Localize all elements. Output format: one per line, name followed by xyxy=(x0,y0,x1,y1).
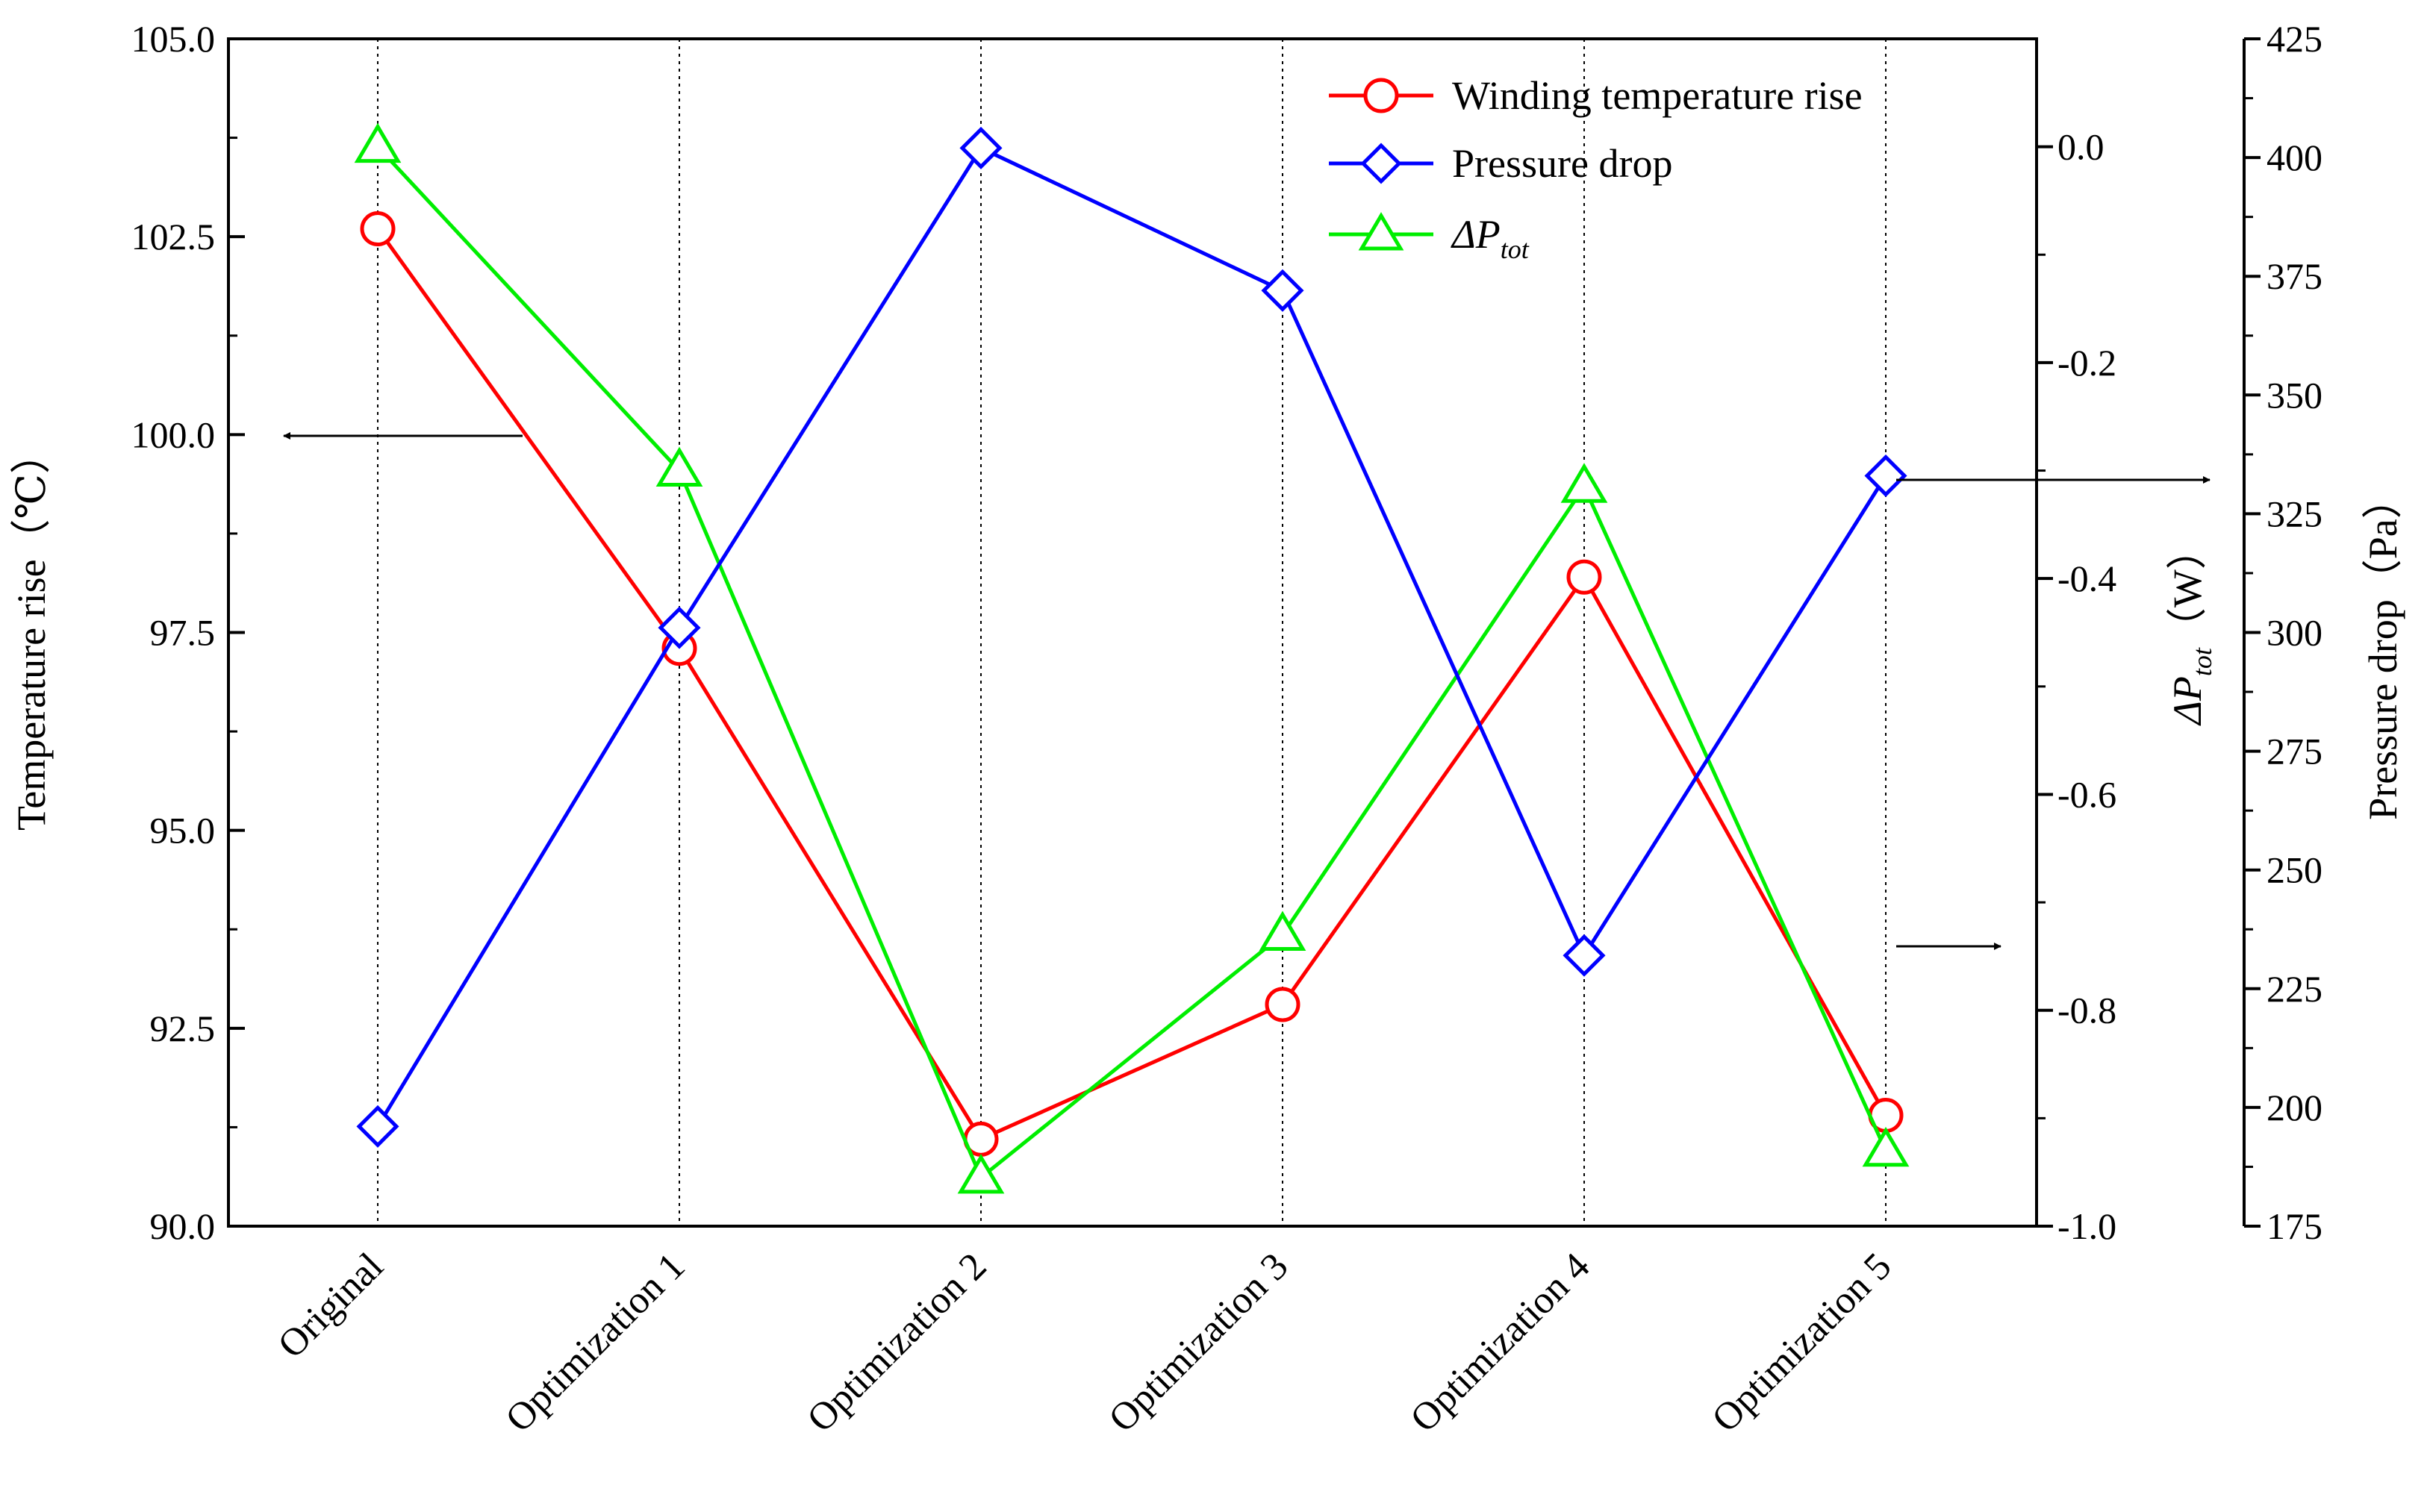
legend-marker-winding xyxy=(1363,78,1399,113)
pressure-tick-label: 175 xyxy=(2267,1205,2322,1247)
legend-label-winding: Winding temperature rise xyxy=(1452,73,1863,118)
pressure-tick-label: 400 xyxy=(2267,137,2322,178)
category-label: Optimization 3 xyxy=(1101,1245,1297,1440)
data-point-triangle xyxy=(1259,910,1306,951)
data-point-circle xyxy=(1566,559,1602,595)
category-label: Original xyxy=(270,1245,392,1366)
data-point-diamond xyxy=(1261,269,1304,312)
legend-label-pressure: Pressure drop xyxy=(1452,141,1672,186)
dp-tick-label: -0.2 xyxy=(2057,342,2116,384)
legend-label-dp-sub: tot xyxy=(1501,234,1530,264)
dp-tick-label: -0.6 xyxy=(2057,773,2116,815)
dp-tick-label: -0.8 xyxy=(2057,990,2116,1031)
legend: Winding temperature rise Pressure drop Δ… xyxy=(1329,73,1863,264)
plot-frame xyxy=(227,37,2038,1228)
pressure-axis: 175 200 225 250 275 300 325 350 375 400 425 xyxy=(2244,18,2322,1247)
legend-label-dp: ΔPtot xyxy=(1451,212,1530,264)
data-point-diamond xyxy=(658,606,701,649)
left-axis-title: Temperature rise（℃） xyxy=(9,434,54,831)
dp-axis-title: ΔPtot（W） xyxy=(2165,529,2217,726)
dp-tick-label: 0.0 xyxy=(2057,126,2105,168)
legend-marker-dp xyxy=(1358,212,1404,251)
left-tick-label: 102.5 xyxy=(131,216,216,257)
left-tick-label: 95.0 xyxy=(150,810,216,852)
dp-axis-title-sub: tot xyxy=(2187,647,2217,676)
data-point-triangle xyxy=(1560,463,1608,503)
category-label: Optimization 5 xyxy=(1704,1245,1900,1440)
pressure-tick-label: 425 xyxy=(2267,18,2322,60)
pressure-tick-label: 325 xyxy=(2267,493,2322,534)
data-point-circle xyxy=(360,211,396,247)
data-point-triangle xyxy=(655,446,703,487)
pressure-tick-label: 375 xyxy=(2267,255,2322,297)
data-point-triangle xyxy=(354,122,402,163)
legend-marker-pressure xyxy=(1360,143,1402,184)
pressure-tick-label: 275 xyxy=(2267,731,2322,772)
dp-axis-title-main: ΔP xyxy=(2165,676,2210,726)
pressure-tick-label: 300 xyxy=(2267,612,2322,654)
dp-tick-label: -1.0 xyxy=(2057,1205,2116,1247)
left-tick-label: 100.0 xyxy=(131,413,216,455)
pressure-tick-label: 350 xyxy=(2267,374,2322,416)
pressure-axis-title: Pressure drop（Pa） xyxy=(2361,478,2405,819)
pressure-tick-label: 250 xyxy=(2267,849,2322,891)
dp-tick-label: -0.4 xyxy=(2057,557,2116,599)
dp-axis-title-unit: （W） xyxy=(2165,529,2210,648)
left-tick-label: 97.5 xyxy=(150,612,216,654)
data-point-diamond xyxy=(1864,454,1907,498)
category-grid xyxy=(377,39,1887,1226)
left-tick-label: 92.5 xyxy=(150,1008,216,1049)
data-point-triangle xyxy=(957,1153,1005,1194)
data-point-diamond xyxy=(356,1105,399,1148)
data-point-diamond xyxy=(959,126,1003,169)
category-label: Optimization 2 xyxy=(800,1245,995,1440)
series-line-diamond xyxy=(376,146,1888,1128)
category-label: Optimization 4 xyxy=(1403,1245,1598,1440)
left-tick-label: 90.0 xyxy=(150,1205,216,1247)
left-y-axis: 90.0 92.5 95.0 97.5 100.0 102.5 105.0 xyxy=(131,18,245,1247)
legend-label-dp-main: ΔP xyxy=(1451,212,1501,257)
series-line-triangle xyxy=(376,145,1888,1181)
category-labels: Original Optimization 1 Optimization 2 Opti… xyxy=(270,1245,1900,1440)
category-label: Optimization 1 xyxy=(498,1245,694,1440)
data-point-diamond xyxy=(1563,934,1606,977)
data-point-circle xyxy=(1265,987,1300,1022)
series-group xyxy=(354,122,1910,1194)
left-tick-label: 105.0 xyxy=(131,18,216,60)
axis-arrows xyxy=(283,432,2211,950)
dp-tot-axis: -1.0 -0.8 -0.6 -0.4 -0.2 0.0 xyxy=(2037,126,2116,1247)
series-line-circle xyxy=(376,228,1888,1142)
pressure-tick-label: 200 xyxy=(2267,1087,2322,1128)
pressure-tick-label: 225 xyxy=(2267,968,2322,1010)
data-point-triangle xyxy=(1862,1126,1910,1167)
